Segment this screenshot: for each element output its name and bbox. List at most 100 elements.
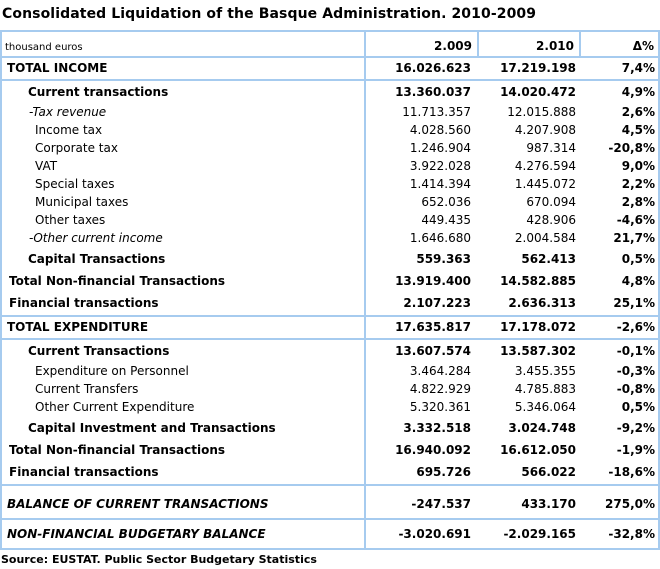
value-2010: 433.170 bbox=[521, 497, 576, 511]
value-2010: 670.094 bbox=[526, 196, 576, 210]
value-delta-percent: 2,2% bbox=[621, 178, 655, 192]
value-2010: 428.906 bbox=[526, 214, 576, 228]
table-row: Capital Transactions 559.363 562.413 0,5% bbox=[2, 248, 658, 271]
value-2009: 652.036 bbox=[421, 196, 471, 210]
value-2010: 566.022 bbox=[521, 466, 576, 480]
table-row: Special taxes 1.414.394 1.445.072 2,2% bbox=[2, 176, 658, 194]
table-row: Current Transfers 4.822.929 4.785.883 -0,8% bbox=[2, 381, 658, 399]
value-2010: 12.015.888 bbox=[507, 106, 576, 120]
value-delta-percent: -0,3% bbox=[616, 365, 655, 379]
table-row: Total Non-financial Transactions 16.940.0… bbox=[2, 440, 658, 462]
value-delta-percent: 275,0% bbox=[605, 497, 655, 511]
section-total-income: TOTAL INCOME 16.026.623 17.219.198 7,4% bbox=[2, 58, 658, 81]
value-2010: 17.219.198 bbox=[500, 61, 576, 75]
row-label: -Other current income bbox=[2, 230, 366, 248]
table-row: Expenditure on Personnel 3.464.284 3.455.3… bbox=[2, 363, 658, 381]
table-row: Corporate tax 1.246.904 987.314 -20,8% bbox=[2, 140, 658, 158]
value-2009: 11.713.357 bbox=[402, 106, 471, 120]
value-2010: 1.445.072 bbox=[514, 178, 576, 192]
value-2010: -2.029.165 bbox=[503, 527, 576, 541]
value-2010: 5.346.064 bbox=[514, 401, 576, 415]
row-label: Other taxes bbox=[2, 212, 366, 230]
table-row: TOTAL INCOME 16.026.623 17.219.198 7,4% bbox=[2, 58, 658, 79]
table-row: Financial transactions 2.107.223 2.636.313… bbox=[2, 293, 658, 315]
value-2010: 16.612.050 bbox=[500, 444, 576, 458]
value-2010: 987.314 bbox=[526, 142, 576, 156]
table-row: VAT 3.922.028 4.276.594 9,0% bbox=[2, 158, 658, 176]
row-label: Current Transfers bbox=[2, 381, 366, 399]
row-label: Income tax bbox=[2, 122, 366, 140]
value-delta-percent: 0,5% bbox=[621, 252, 655, 266]
value-2010: 3.024.748 bbox=[508, 421, 576, 435]
value-delta-percent: 0,5% bbox=[621, 401, 655, 415]
value-delta-percent: -32,8% bbox=[608, 527, 655, 541]
value-delta-percent: 25,1% bbox=[613, 297, 655, 311]
row-label: Total Non-financial Transactions bbox=[2, 271, 366, 293]
column-header-delta-percent: Δ% bbox=[579, 32, 658, 56]
value-2010: 2.636.313 bbox=[508, 297, 576, 311]
row-label: Special taxes bbox=[2, 176, 366, 194]
table-row: Current Transactions 13.607.574 13.587.302… bbox=[2, 340, 658, 363]
value-delta-percent: -0,8% bbox=[616, 383, 655, 397]
value-2010: 2.004.584 bbox=[514, 232, 576, 246]
value-delta-percent: 2,6% bbox=[621, 106, 655, 120]
table-row: -Tax revenue 11.713.357 12.015.888 2,6% bbox=[2, 104, 658, 122]
value-delta-percent: -9,2% bbox=[616, 421, 655, 435]
value-2010: 4.785.883 bbox=[514, 383, 576, 397]
value-2010: 13.587.302 bbox=[500, 344, 576, 358]
table-row: Other Current Expenditure 5.320.361 5.346.… bbox=[2, 399, 658, 417]
table-header-row: thousand euros 2.009 2.010 Δ% bbox=[2, 32, 658, 58]
value-2009: 1.414.394 bbox=[409, 178, 471, 192]
section-non-financial-balance: NON-FINANCIAL BUDGETARY BALANCE -3.020.69… bbox=[2, 520, 658, 548]
section-income-detail: Current transactions 13.360.037 14.020.472… bbox=[2, 81, 658, 317]
value-2010: 4.207.908 bbox=[514, 124, 576, 138]
column-header-2009: 2.009 bbox=[434, 39, 472, 53]
value-2009: 449.435 bbox=[421, 214, 471, 228]
row-label: Current transactions bbox=[2, 81, 366, 104]
source-note: Source: EUSTAT. Public Sector Budgetary … bbox=[1, 553, 317, 566]
value-2010: 14.582.885 bbox=[500, 275, 576, 289]
column-header-2010: 2.010 bbox=[477, 32, 579, 56]
value-2009: 695.726 bbox=[416, 466, 471, 480]
value-2009: 3.464.284 bbox=[409, 365, 471, 379]
value-2009: 4.822.929 bbox=[409, 383, 471, 397]
value-delta-percent: 9,0% bbox=[621, 160, 655, 174]
row-label: Capital Transactions bbox=[2, 248, 366, 271]
row-label: TOTAL EXPENDITURE bbox=[2, 317, 366, 338]
value-delta-percent: 21,7% bbox=[613, 232, 655, 246]
value-delta-percent: 4,5% bbox=[621, 124, 655, 138]
value-2009: -3.020.691 bbox=[398, 527, 471, 541]
value-2009: 13.360.037 bbox=[395, 85, 471, 99]
row-label: BALANCE OF CURRENT TRANSACTIONS bbox=[2, 486, 366, 518]
table-row: Capital Investment and Transactions 3.332… bbox=[2, 417, 658, 440]
value-2009: 1.246.904 bbox=[409, 142, 471, 156]
row-label: NON-FINANCIAL BUDGETARY BALANCE bbox=[2, 520, 366, 548]
section-expenditure-detail: Current Transactions 13.607.574 13.587.302… bbox=[2, 340, 658, 486]
table-row: -Other current income 1.646.680 2.004.584 2… bbox=[2, 230, 658, 248]
unit-label: thousand euros bbox=[2, 32, 366, 56]
table-row: Income tax 4.028.560 4.207.908 4,5% bbox=[2, 122, 658, 140]
row-label: Other Current Expenditure bbox=[2, 399, 366, 417]
value-delta-percent: 2,8% bbox=[621, 196, 655, 210]
table-row: Current transactions 13.360.037 14.020.472… bbox=[2, 81, 658, 104]
row-label: Municipal taxes bbox=[2, 194, 366, 212]
row-label: Financial transactions bbox=[2, 293, 366, 315]
value-delta-percent: 7,4% bbox=[621, 61, 655, 75]
value-2010: 562.413 bbox=[521, 252, 576, 266]
row-label: TOTAL INCOME bbox=[2, 58, 366, 79]
table-row: Other taxes 449.435 428.906 -4,6% bbox=[2, 212, 658, 230]
table-row: Total Non-financial Transactions 13.919.4… bbox=[2, 271, 658, 293]
row-label: Total Non-financial Transactions bbox=[2, 440, 366, 462]
row-label: Expenditure on Personnel bbox=[2, 363, 366, 381]
row-label: -Tax revenue bbox=[2, 104, 366, 122]
row-label: Capital Investment and Transactions bbox=[2, 417, 366, 440]
value-2009: 2.107.223 bbox=[403, 297, 471, 311]
liquidation-table: thousand euros 2.009 2.010 Δ% TOTAL INCO… bbox=[0, 30, 660, 550]
table-row: NON-FINANCIAL BUDGETARY BALANCE -3.020.69… bbox=[2, 520, 658, 548]
table-row: BALANCE OF CURRENT TRANSACTIONS -247.537 4… bbox=[2, 486, 658, 518]
value-2009: 17.635.817 bbox=[395, 320, 471, 334]
table-row: Municipal taxes 652.036 670.094 2,8% bbox=[2, 194, 658, 212]
section-balance-current: BALANCE OF CURRENT TRANSACTIONS -247.537 4… bbox=[2, 486, 658, 520]
value-delta-percent: 4,9% bbox=[621, 85, 655, 99]
